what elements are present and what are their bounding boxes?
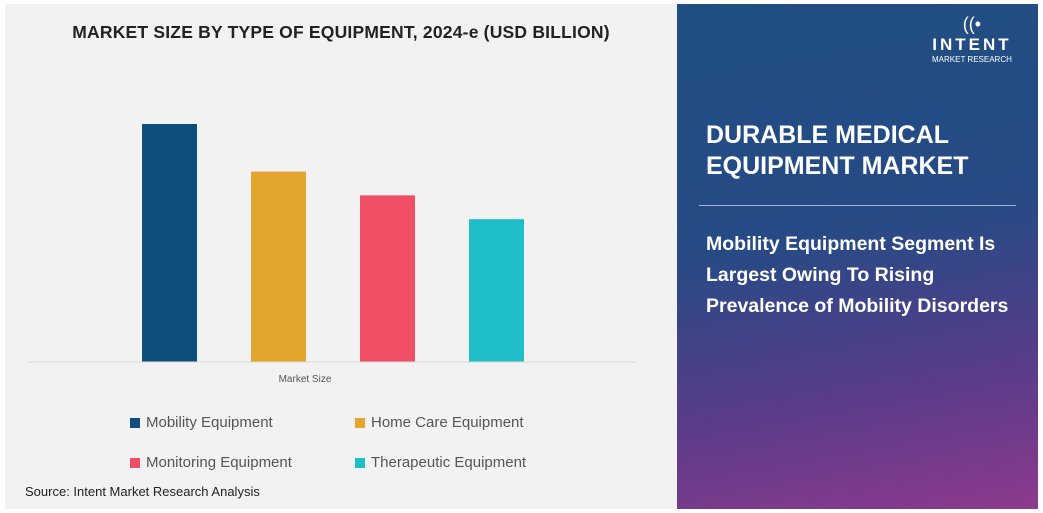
- legend-item: Monitoring Equipment: [130, 454, 292, 471]
- legend-label: Mobility Equipment: [146, 414, 273, 431]
- signal-icon: ((•: [962, 14, 982, 34]
- bar-monitoring-equipment: [360, 195, 415, 362]
- legend-label: Monitoring Equipment: [146, 454, 292, 471]
- chart-panel: MARKET SIZE BY TYPE OF EQUIPMENT, 2024-e…: [5, 4, 677, 509]
- bar-home-care-equipment: [251, 171, 306, 362]
- logo: ((• INTENT MARKET RESEARCH: [932, 14, 1012, 64]
- bar-mobility-equipment: [142, 124, 197, 362]
- legend-item: Mobility Equipment: [130, 414, 273, 431]
- market-title: DURABLE MEDICAL EQUIPMENT MARKET: [706, 121, 969, 180]
- source-note: Source: Intent Market Research Analysis: [25, 484, 260, 499]
- bar-chart: Market Size: [27, 124, 637, 385]
- bar-therapeutic-equipment: [469, 219, 524, 362]
- chart-title: MARKET SIZE BY TYPE OF EQUIPMENT, 2024-e…: [72, 22, 610, 42]
- divider: [699, 205, 1016, 206]
- x-axis-label: Market Size: [279, 374, 332, 385]
- legend-swatch: [355, 457, 365, 468]
- legend-swatch: [355, 417, 365, 428]
- legend-swatch: [130, 417, 140, 428]
- legend-swatch: [130, 457, 140, 468]
- key-insight: Mobility Equipment Segment Is Largest Ow…: [706, 233, 1009, 317]
- legend-item: Home Care Equipment: [355, 414, 524, 431]
- legend-item: Therapeutic Equipment: [355, 454, 526, 471]
- info-panel: ((• INTENT MARKET RESEARCH DURABLE MEDIC…: [677, 4, 1038, 509]
- legend-label: Therapeutic Equipment: [371, 454, 527, 471]
- legend-label: Home Care Equipment: [371, 414, 524, 431]
